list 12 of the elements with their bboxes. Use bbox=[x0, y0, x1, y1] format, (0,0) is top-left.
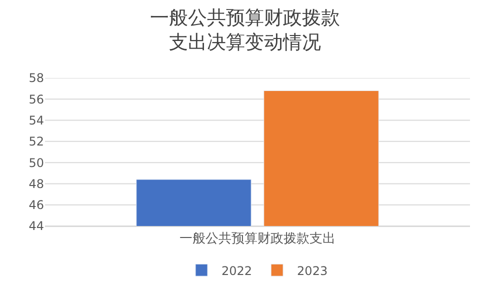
y-tick-label: 50 bbox=[28, 156, 44, 170]
y-tick-label: 56 bbox=[28, 92, 44, 106]
legend-label: 2022 bbox=[222, 264, 252, 278]
y-tick-label: 58 bbox=[28, 71, 44, 86]
y-tick-label: 44 bbox=[28, 219, 44, 234]
y-tick-label: 54 bbox=[28, 113, 44, 128]
x-tick-label: 一般公共预算财政拨款支出 bbox=[180, 232, 336, 247]
chart-title: 一般公共预算财政拨款支出决算变动情况 bbox=[150, 6, 340, 54]
y-tick-label: 46 bbox=[28, 198, 44, 212]
legend-label: 2023 bbox=[297, 264, 328, 278]
y-tick-label: 48 bbox=[28, 176, 44, 191]
y-tick-label: 52 bbox=[28, 134, 44, 149]
